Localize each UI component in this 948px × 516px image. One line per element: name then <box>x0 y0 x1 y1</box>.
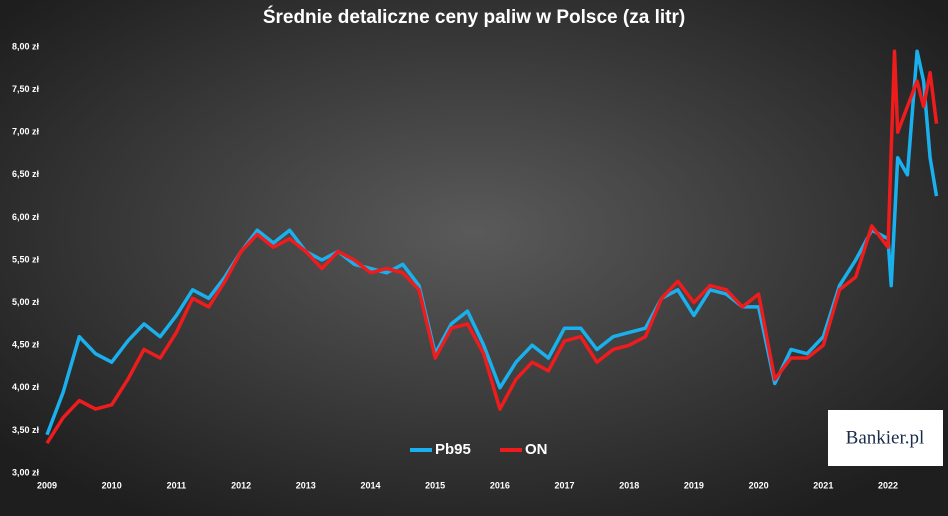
x-tick-label: 2010 <box>102 480 122 490</box>
legend-label: Pb95 <box>435 441 471 458</box>
x-tick-label: 2019 <box>684 480 704 490</box>
x-tick-label: 2017 <box>555 480 575 490</box>
y-tick-label: 5,50 zł <box>12 254 40 264</box>
x-tick-label: 2016 <box>490 480 510 490</box>
x-tick-label: 2013 <box>296 480 316 490</box>
y-tick-label: 6,50 zł <box>12 169 40 179</box>
x-tick-label: 2014 <box>360 480 380 490</box>
x-tick-label: 2021 <box>813 480 833 490</box>
chart-title: Średnie detaliczne ceny paliw w Polsce (… <box>263 6 685 28</box>
y-tick-label: 3,00 zł <box>12 467 40 477</box>
x-tick-label: 2009 <box>37 480 57 490</box>
y-tick-label: 5,00 zł <box>12 297 40 307</box>
line-series <box>45 49 939 436</box>
y-tick-label: 7,50 zł <box>12 84 40 94</box>
y-tick-label: 4,00 zł <box>12 382 40 392</box>
logo: Bankier.pl <box>846 427 925 448</box>
x-tick-label: 2022 <box>878 480 898 490</box>
x-tick-label: 2015 <box>425 480 445 490</box>
y-tick-label: 4,50 zł <box>12 340 40 350</box>
y-tick-label: 6,00 zł <box>12 212 40 222</box>
x-tick-label: 2018 <box>619 480 639 490</box>
legend-label: ON <box>525 441 548 458</box>
x-tick-label: 2011 <box>167 480 187 490</box>
x-tick-label: 2020 <box>749 480 769 490</box>
y-tick-label: 8,00 zł <box>12 41 40 51</box>
logo-box <box>828 410 943 466</box>
x-tick-label: 2012 <box>231 480 251 490</box>
y-tick-label: 3,50 zł <box>12 425 40 435</box>
y-tick-label: 7,00 zł <box>12 127 40 137</box>
line-series <box>45 49 939 445</box>
